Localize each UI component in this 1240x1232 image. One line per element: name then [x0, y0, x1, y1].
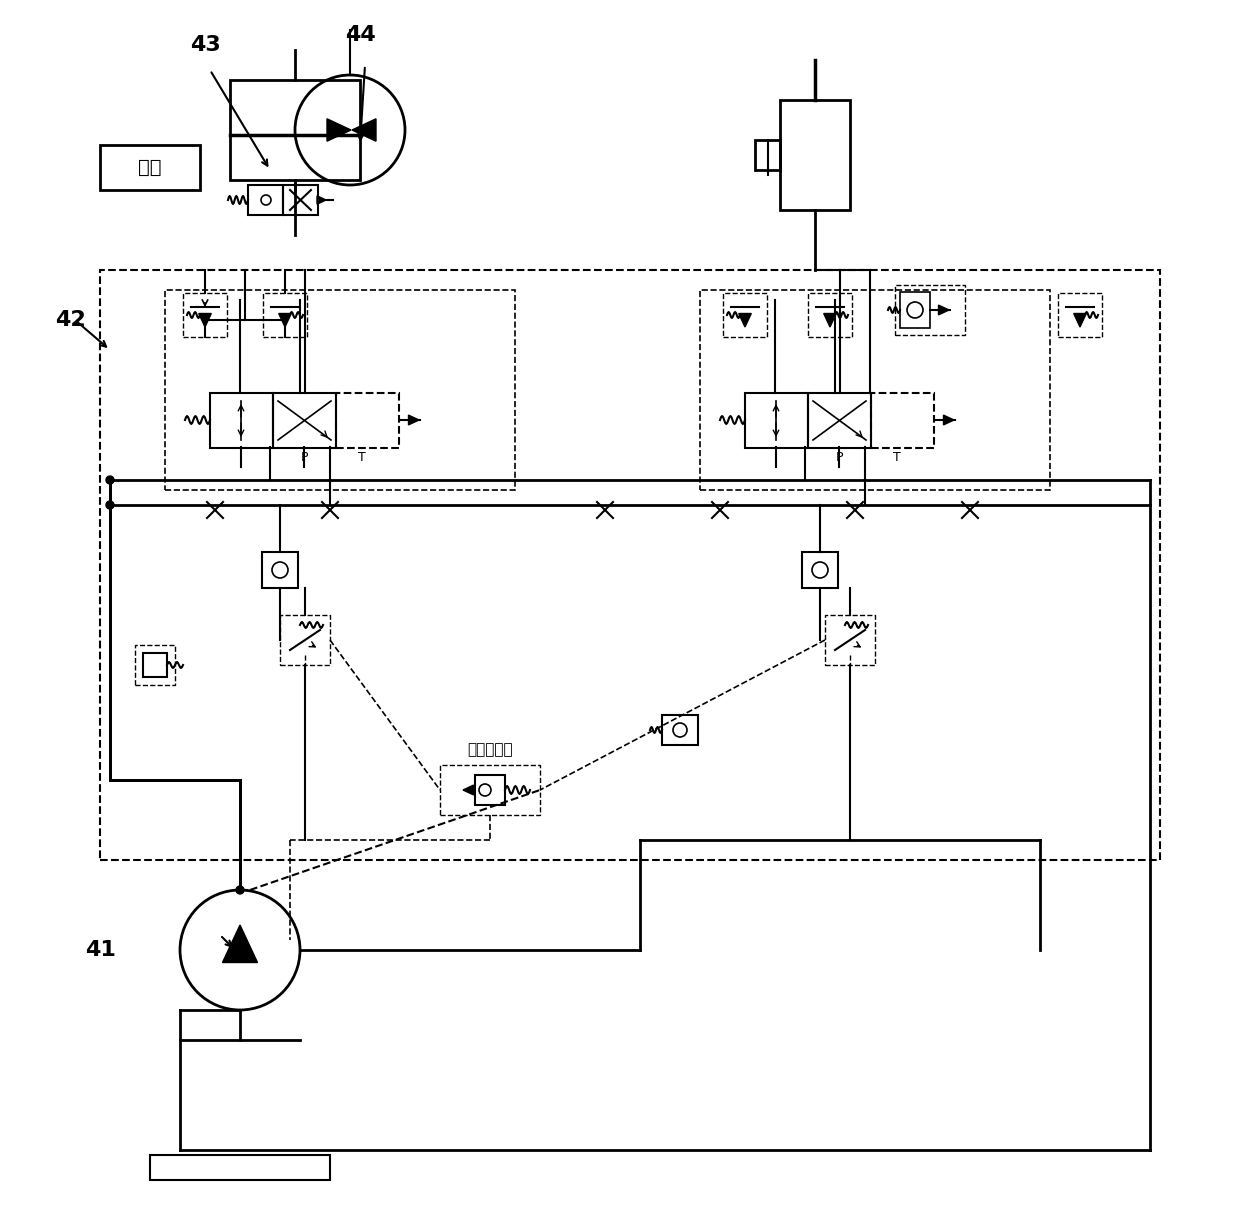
Bar [440, 765, 539, 816]
Text: 重物: 重物 [138, 158, 161, 176]
Polygon shape [939, 306, 949, 315]
Bar [723, 293, 768, 338]
Bar [1058, 293, 1102, 338]
Polygon shape [327, 118, 351, 142]
Circle shape [105, 476, 114, 484]
Text: 43: 43 [190, 34, 221, 55]
Bar [210, 393, 273, 448]
Bar [262, 552, 298, 588]
Circle shape [105, 501, 114, 509]
Bar [870, 393, 934, 448]
Bar [273, 393, 336, 448]
Text: 负荷传感阀: 负荷传感阀 [467, 743, 513, 758]
Text: 41: 41 [84, 940, 115, 960]
Polygon shape [279, 313, 291, 326]
Polygon shape [352, 118, 376, 142]
Bar [100, 145, 200, 190]
Bar [135, 646, 175, 685]
Polygon shape [944, 415, 954, 425]
Polygon shape [463, 785, 474, 795]
Polygon shape [317, 196, 326, 205]
Bar [280, 615, 330, 665]
Bar [165, 290, 515, 490]
Polygon shape [198, 313, 211, 326]
Bar [475, 775, 505, 804]
Polygon shape [222, 925, 258, 962]
Bar [100, 270, 1159, 860]
Bar [755, 140, 780, 170]
Text: 42: 42 [55, 310, 86, 330]
Polygon shape [1074, 313, 1086, 326]
Bar [745, 393, 808, 448]
Polygon shape [823, 313, 836, 326]
Bar [336, 393, 399, 448]
Bar [229, 80, 360, 180]
Text: P: P [300, 451, 308, 463]
Bar [780, 100, 849, 209]
Bar [802, 552, 838, 588]
Bar [184, 293, 227, 338]
Bar [283, 185, 317, 216]
Text: P: P [836, 451, 843, 463]
Bar [263, 293, 308, 338]
Text: T: T [893, 451, 901, 463]
Bar [662, 715, 698, 745]
Bar [895, 285, 965, 335]
Bar [143, 653, 167, 678]
Bar [701, 290, 1050, 490]
Bar [808, 393, 870, 448]
Circle shape [236, 886, 244, 894]
Polygon shape [408, 415, 419, 425]
Bar [808, 293, 852, 338]
Text: T: T [358, 451, 366, 463]
Text: 44: 44 [345, 25, 376, 46]
Bar [150, 1156, 330, 1180]
Bar [825, 615, 875, 665]
Polygon shape [739, 313, 751, 326]
Bar [248, 185, 283, 216]
Bar [900, 292, 930, 328]
